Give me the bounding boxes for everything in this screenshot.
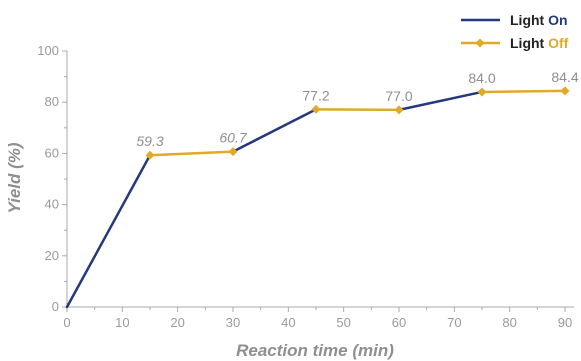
legend-label-on: Light On [510, 12, 568, 28]
y-tick-label: 40 [45, 197, 59, 212]
data-point-marker [145, 150, 155, 160]
x-tick-label: 40 [281, 315, 295, 330]
data-label: 59.3 [136, 133, 163, 149]
x-tick-label: 90 [558, 315, 572, 330]
y-tick-label: 0 [52, 299, 59, 314]
y-tick-label: 60 [45, 145, 59, 160]
data-label: 77.2 [302, 87, 329, 103]
data-point-marker [228, 147, 238, 157]
data-label: 77.0 [385, 88, 412, 104]
y-tick-label: 100 [37, 43, 59, 58]
x-axis-title: Reaction time (min) [236, 341, 394, 360]
data-label: 84.0 [468, 70, 495, 86]
segment-light-on [231, 108, 318, 153]
x-tick-label: 70 [447, 315, 461, 330]
x-tick-label: 20 [170, 315, 184, 330]
segment-light-off [314, 108, 401, 112]
legend-marker-off [475, 38, 485, 48]
legend: Light On Light Off [461, 12, 569, 51]
data-point-marker [477, 87, 487, 97]
axes: 0 20 40 60 80 100 0 10 20 30 40 50 60 70 80 90 [37, 43, 574, 330]
data-label: 84.4 [551, 69, 578, 85]
x-tick-label: 50 [336, 315, 350, 330]
segment-light-on [65, 153, 152, 309]
segment-light-off [148, 150, 235, 157]
y-tick-label: 80 [45, 94, 59, 109]
x-tick-label: 10 [115, 315, 129, 330]
series-lines [65, 89, 567, 309]
data-point-marker [311, 104, 321, 114]
data-labels: 59.3 60.7 77.2 77.0 84.0 84.4 [136, 69, 578, 149]
series-markers [145, 86, 570, 160]
segment-light-on [397, 90, 484, 112]
legend-label-off: Light Off [510, 35, 569, 51]
x-tick-label: 60 [392, 315, 406, 330]
x-tick-label: 30 [226, 315, 240, 330]
x-tick-label: 80 [502, 315, 516, 330]
segment-light-off [480, 89, 567, 94]
x-tick-label: 0 [63, 315, 70, 330]
data-point-marker [394, 105, 404, 115]
data-point-marker [560, 86, 570, 96]
data-label: 60.7 [219, 130, 247, 146]
y-axis-title: Yield (%) [5, 142, 24, 213]
y-tick-label: 20 [45, 248, 59, 263]
